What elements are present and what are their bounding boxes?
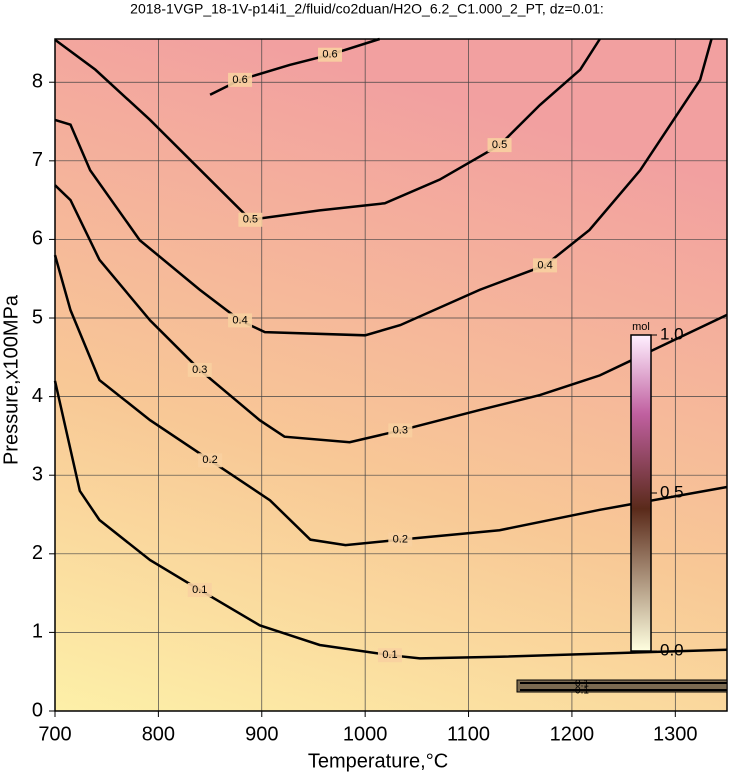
contour-label: 0.6 — [232, 74, 247, 86]
plot-frame — [54, 38, 728, 712]
x-axis-label: Temperature,°C — [308, 750, 448, 772]
contour-line — [54, 38, 713, 337]
contour-label-bg — [377, 648, 402, 663]
colorbar-tick-label: 1.0 — [660, 324, 684, 343]
contour-label: 0.5 — [243, 214, 258, 226]
contour-line — [54, 184, 728, 444]
x-tick-label: 700 — [38, 723, 71, 745]
contour-label-bg — [187, 362, 212, 377]
y-tick-label: 0 — [32, 699, 43, 721]
contour-label-bg — [388, 532, 413, 547]
contour-label-bg — [228, 72, 253, 87]
inset-label: 0.1 — [575, 686, 589, 697]
contour-line — [53, 380, 728, 660]
contour-label-bg — [198, 453, 223, 468]
colorbar-tick-label: 0.0 — [660, 640, 684, 659]
y-tick-label: 5 — [32, 306, 43, 328]
chart-title: 2018-1VGP_18-1V-p14i1_2/fluid/co2duan/H2… — [130, 1, 604, 17]
x-tick-label: 1000 — [343, 723, 388, 745]
contour-label: 0.6 — [322, 49, 337, 61]
contour-label: 0.5 — [492, 139, 507, 151]
y-tick-label: 2 — [32, 542, 43, 564]
contour-label: 0.4 — [537, 259, 552, 271]
colorbar-tick-label: 0.5 — [660, 482, 684, 501]
y-tick-label: 3 — [32, 463, 43, 485]
inset-label: 0.1 — [575, 679, 589, 690]
y-tick-label: 4 — [32, 385, 43, 407]
contour-label: 0.1 — [382, 649, 397, 661]
contour-label: 0.3 — [393, 424, 408, 436]
contour-label-bg — [318, 47, 343, 62]
contour-label: 0.2 — [202, 454, 217, 466]
x-tick-label: 1300 — [653, 723, 698, 745]
x-tick-label: 900 — [245, 723, 278, 745]
y-tick-label: 6 — [32, 228, 43, 250]
y-axis-label: Pressure,x100MPa — [0, 294, 22, 465]
contour-label-bg — [187, 582, 212, 597]
contour-label-bg — [533, 258, 558, 273]
contour-label: 0.4 — [232, 314, 247, 326]
contour-label: 0.3 — [192, 364, 207, 376]
contour-label: 0.1 — [192, 584, 207, 596]
contour-label-bg — [228, 313, 253, 328]
plot-background — [55, 39, 727, 711]
contour-line — [54, 38, 601, 222]
y-tick-label: 7 — [32, 149, 43, 171]
contour-label-bg — [487, 138, 512, 153]
x-tick-label: 800 — [142, 723, 175, 745]
colorbar-title: mol — [632, 321, 650, 333]
colorbar — [630, 334, 652, 652]
y-tick-label: 1 — [32, 621, 43, 643]
x-tick-label: 1200 — [550, 723, 595, 745]
y-tick-label: 8 — [32, 71, 43, 93]
contour-label-bg — [238, 212, 263, 227]
contour-label-bg — [388, 423, 413, 438]
contour-line — [53, 254, 728, 547]
contour-label: 0.2 — [393, 534, 408, 546]
x-tick-label: 1100 — [447, 723, 490, 745]
